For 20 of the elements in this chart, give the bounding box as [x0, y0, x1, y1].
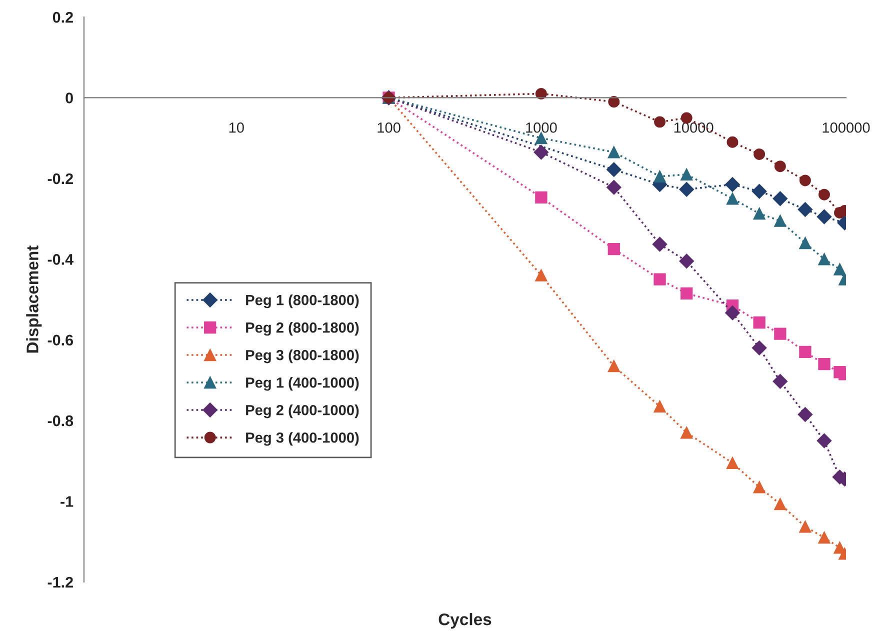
y-tick-label: -0.6	[48, 334, 74, 346]
y-tick-label: -0.4	[48, 254, 74, 265]
y-tick-label: -0.8	[48, 415, 74, 426]
x-tick-label: 100	[378, 122, 400, 133]
x-axis-title: Cycles	[438, 613, 492, 629]
legend-label: Peg 1 (800-1800)	[246, 294, 359, 308]
legend-label: Peg 3 (800-1800)	[246, 350, 359, 364]
legend-label: Peg 2 (400-1000)	[246, 404, 359, 418]
y-tick-label: 0.2	[52, 12, 73, 23]
legend-label: Peg 1 (400-1000)	[246, 377, 359, 391]
x-tick-label: 1000	[526, 122, 557, 133]
y-tick-label: 0	[66, 92, 73, 104]
x-tick-label: 100000	[822, 122, 870, 133]
y-axis-title: Displacement	[26, 246, 42, 353]
y-tick-label: -1.2	[48, 576, 73, 588]
y-tick-label: -1	[60, 496, 74, 507]
legend-label: Peg 2 (800-1800)	[246, 322, 359, 336]
x-tick-label: 10	[229, 122, 244, 133]
y-tick-label: -0.2	[48, 173, 73, 184]
legend-label: Peg 3 (400-1000)	[246, 432, 359, 446]
